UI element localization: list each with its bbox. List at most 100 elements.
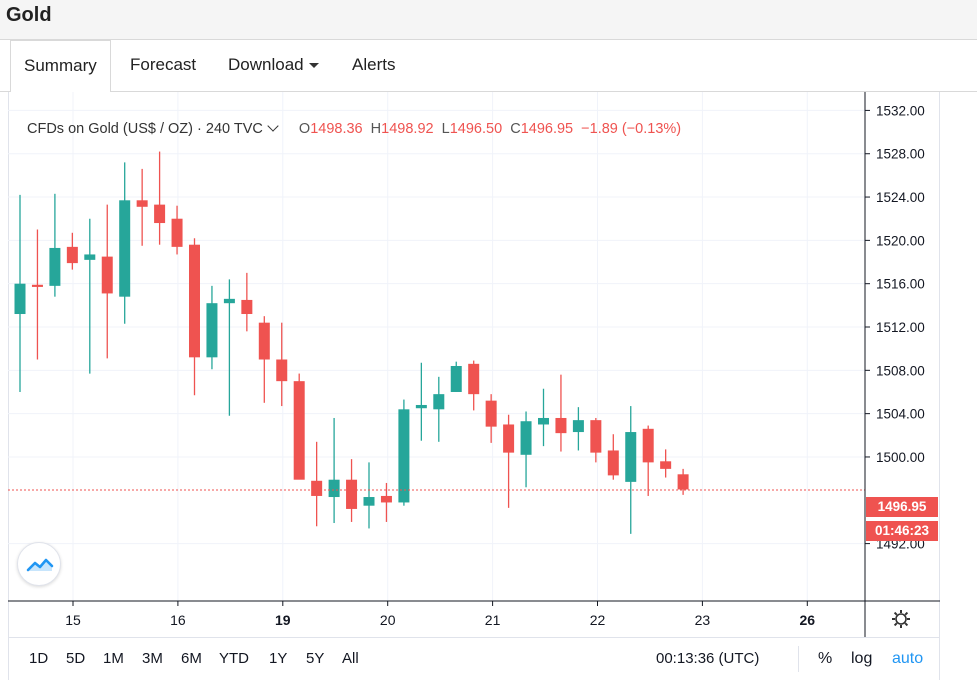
price-tick-label: 1504.00: [876, 407, 925, 422]
page-header: Gold: [0, 0, 977, 40]
price-tick-label: 1532.00: [876, 103, 925, 118]
tab-forecast[interactable]: Forecast: [130, 55, 197, 74]
candle: [66, 232, 78, 270]
candle-body: [346, 479, 358, 509]
candle-body: [293, 381, 305, 480]
gear-icon[interactable]: [892, 610, 910, 628]
candle: [276, 322, 288, 407]
candle-body: [642, 428, 654, 463]
candle-body: [572, 420, 584, 433]
candle: [363, 462, 375, 529]
candle: [171, 205, 183, 255]
symbol-name[interactable]: CFDs on Gold (US$ / OZ): [27, 121, 193, 137]
candle: [293, 373, 305, 480]
candle: [660, 449, 672, 478]
candle-body: [136, 200, 148, 207]
candle-body: [503, 424, 515, 453]
bottom-toolbar: 1D 5D 1M 3M 6M YTD 1Y 5Y All 00:13:36 (U…: [8, 637, 940, 680]
auto-toggle[interactable]: auto: [892, 650, 924, 667]
interval-label[interactable]: 240: [205, 121, 231, 137]
candle-body: [433, 394, 445, 410]
candle: [450, 361, 462, 392]
candle-body: [607, 450, 619, 476]
candle-body: [206, 303, 218, 358]
tab-summary[interactable]: Summary: [10, 40, 111, 93]
candle-body: [555, 417, 567, 434]
time-tick-label: 26: [800, 612, 816, 628]
range-5y[interactable]: 5Y: [306, 650, 325, 667]
candle: [223, 279, 235, 416]
candles: [14, 151, 689, 534]
candle-body: [223, 298, 235, 304]
candle-body: [660, 461, 672, 469]
candle: [503, 414, 515, 508]
candle-body: [538, 417, 549, 425]
candle-body: [328, 479, 340, 498]
change-value: −1.89 (−0.13%): [581, 121, 682, 137]
last-price-tag: 1496.95: [866, 497, 938, 517]
log-toggle[interactable]: log: [851, 650, 873, 667]
tab-download-label: Download: [228, 55, 304, 74]
tab-download[interactable]: Download: [228, 40, 319, 92]
chart-legend: CFDs on Gold (US$ / OZ) · 240 TVC O1498.…: [27, 120, 682, 137]
candle: [311, 441, 323, 527]
candle-body: [171, 218, 183, 247]
candle-body: [241, 299, 253, 315]
candle: [677, 468, 689, 495]
candle: [189, 238, 200, 396]
candle-body: [258, 322, 270, 360]
candle: [433, 376, 445, 442]
range-5d[interactable]: 5D: [66, 650, 86, 667]
candle: [346, 459, 358, 522]
range-ytd[interactable]: YTD: [219, 650, 249, 667]
candle: [398, 399, 410, 506]
candle: [49, 193, 61, 297]
candle: [485, 394, 497, 443]
candle: [642, 425, 654, 496]
candle: [119, 162, 131, 324]
tradingview-logo-icon[interactable]: [17, 542, 61, 586]
candle-body: [14, 283, 26, 315]
range-1y[interactable]: 1Y: [269, 650, 288, 667]
candle-body: [415, 404, 427, 409]
price-tick-label: 1508.00: [876, 363, 925, 378]
price-tick-label: 1524.00: [876, 190, 925, 205]
time-tick-label: 19: [275, 612, 291, 628]
range-1m[interactable]: 1M: [103, 650, 124, 667]
candle-body: [189, 244, 200, 358]
candle-body: [677, 474, 689, 490]
percent-toggle[interactable]: %: [818, 650, 833, 667]
candle: [520, 411, 532, 488]
candle-body: [101, 256, 113, 294]
candle: [154, 151, 166, 245]
candle-body: [311, 480, 323, 496]
tab-alerts[interactable]: Alerts: [352, 55, 396, 74]
range-all[interactable]: All: [342, 650, 359, 667]
range-3m[interactable]: 3M: [142, 650, 163, 667]
candle: [101, 204, 113, 359]
price-tick-label: 1516.00: [876, 277, 925, 292]
chevron-down-icon[interactable]: [267, 120, 279, 132]
candle: [415, 362, 427, 441]
candle-body: [66, 246, 78, 264]
candle-body: [84, 254, 96, 260]
candle: [555, 374, 567, 452]
candle: [136, 168, 148, 246]
candle-body: [590, 420, 602, 453]
price-tick-label: 1528.00: [876, 147, 925, 162]
utc-clock[interactable]: 00:13:36 (UTC): [656, 650, 760, 667]
candle-body: [520, 421, 532, 455]
chart-grid: [8, 92, 865, 601]
range-1d[interactable]: 1D: [29, 650, 49, 667]
candle: [258, 316, 270, 403]
candle-body: [450, 365, 462, 392]
candle: [590, 417, 602, 463]
candle: [84, 218, 96, 374]
time-tick-label: 21: [485, 612, 501, 628]
source-label[interactable]: TVC: [233, 121, 263, 137]
price-tick-label: 1512.00: [876, 320, 925, 335]
candle: [538, 388, 549, 447]
candle-body: [119, 200, 131, 297]
range-6m[interactable]: 6M: [181, 650, 202, 667]
